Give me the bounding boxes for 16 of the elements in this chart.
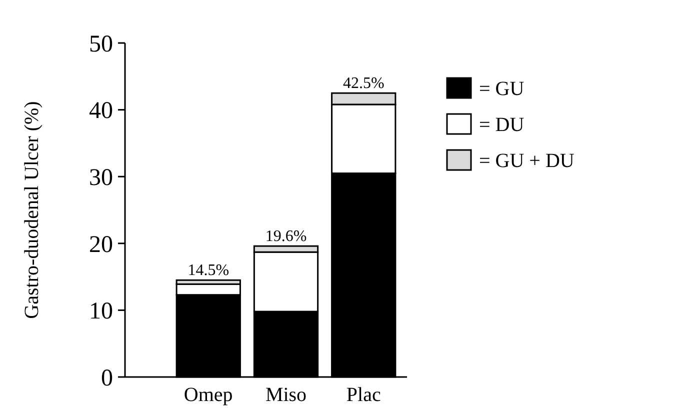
legend-label: = GU + DU	[479, 150, 575, 172]
y-tick-label: 10	[89, 298, 113, 325]
y-tick-label: 0	[101, 365, 113, 392]
y-axis-title: Gastro-duodenal Ulcer (%)	[21, 101, 43, 319]
total-label: 14.5%	[188, 262, 230, 280]
legend-label: = DU	[479, 114, 525, 136]
y-tick-label: 30	[89, 165, 113, 191]
x-tick-label: Omep	[184, 384, 233, 406]
legend-label: = GU	[479, 78, 525, 100]
y-tick-label: 40	[89, 98, 113, 124]
y-tick-label: 20	[89, 232, 113, 258]
x-tick-label: Plac	[346, 384, 381, 406]
total-label: 42.5%	[342, 75, 384, 92]
x-tick-label: Miso	[265, 384, 307, 406]
y-tick-label: 50	[89, 31, 113, 58]
total-label: 19.6%	[265, 228, 307, 246]
